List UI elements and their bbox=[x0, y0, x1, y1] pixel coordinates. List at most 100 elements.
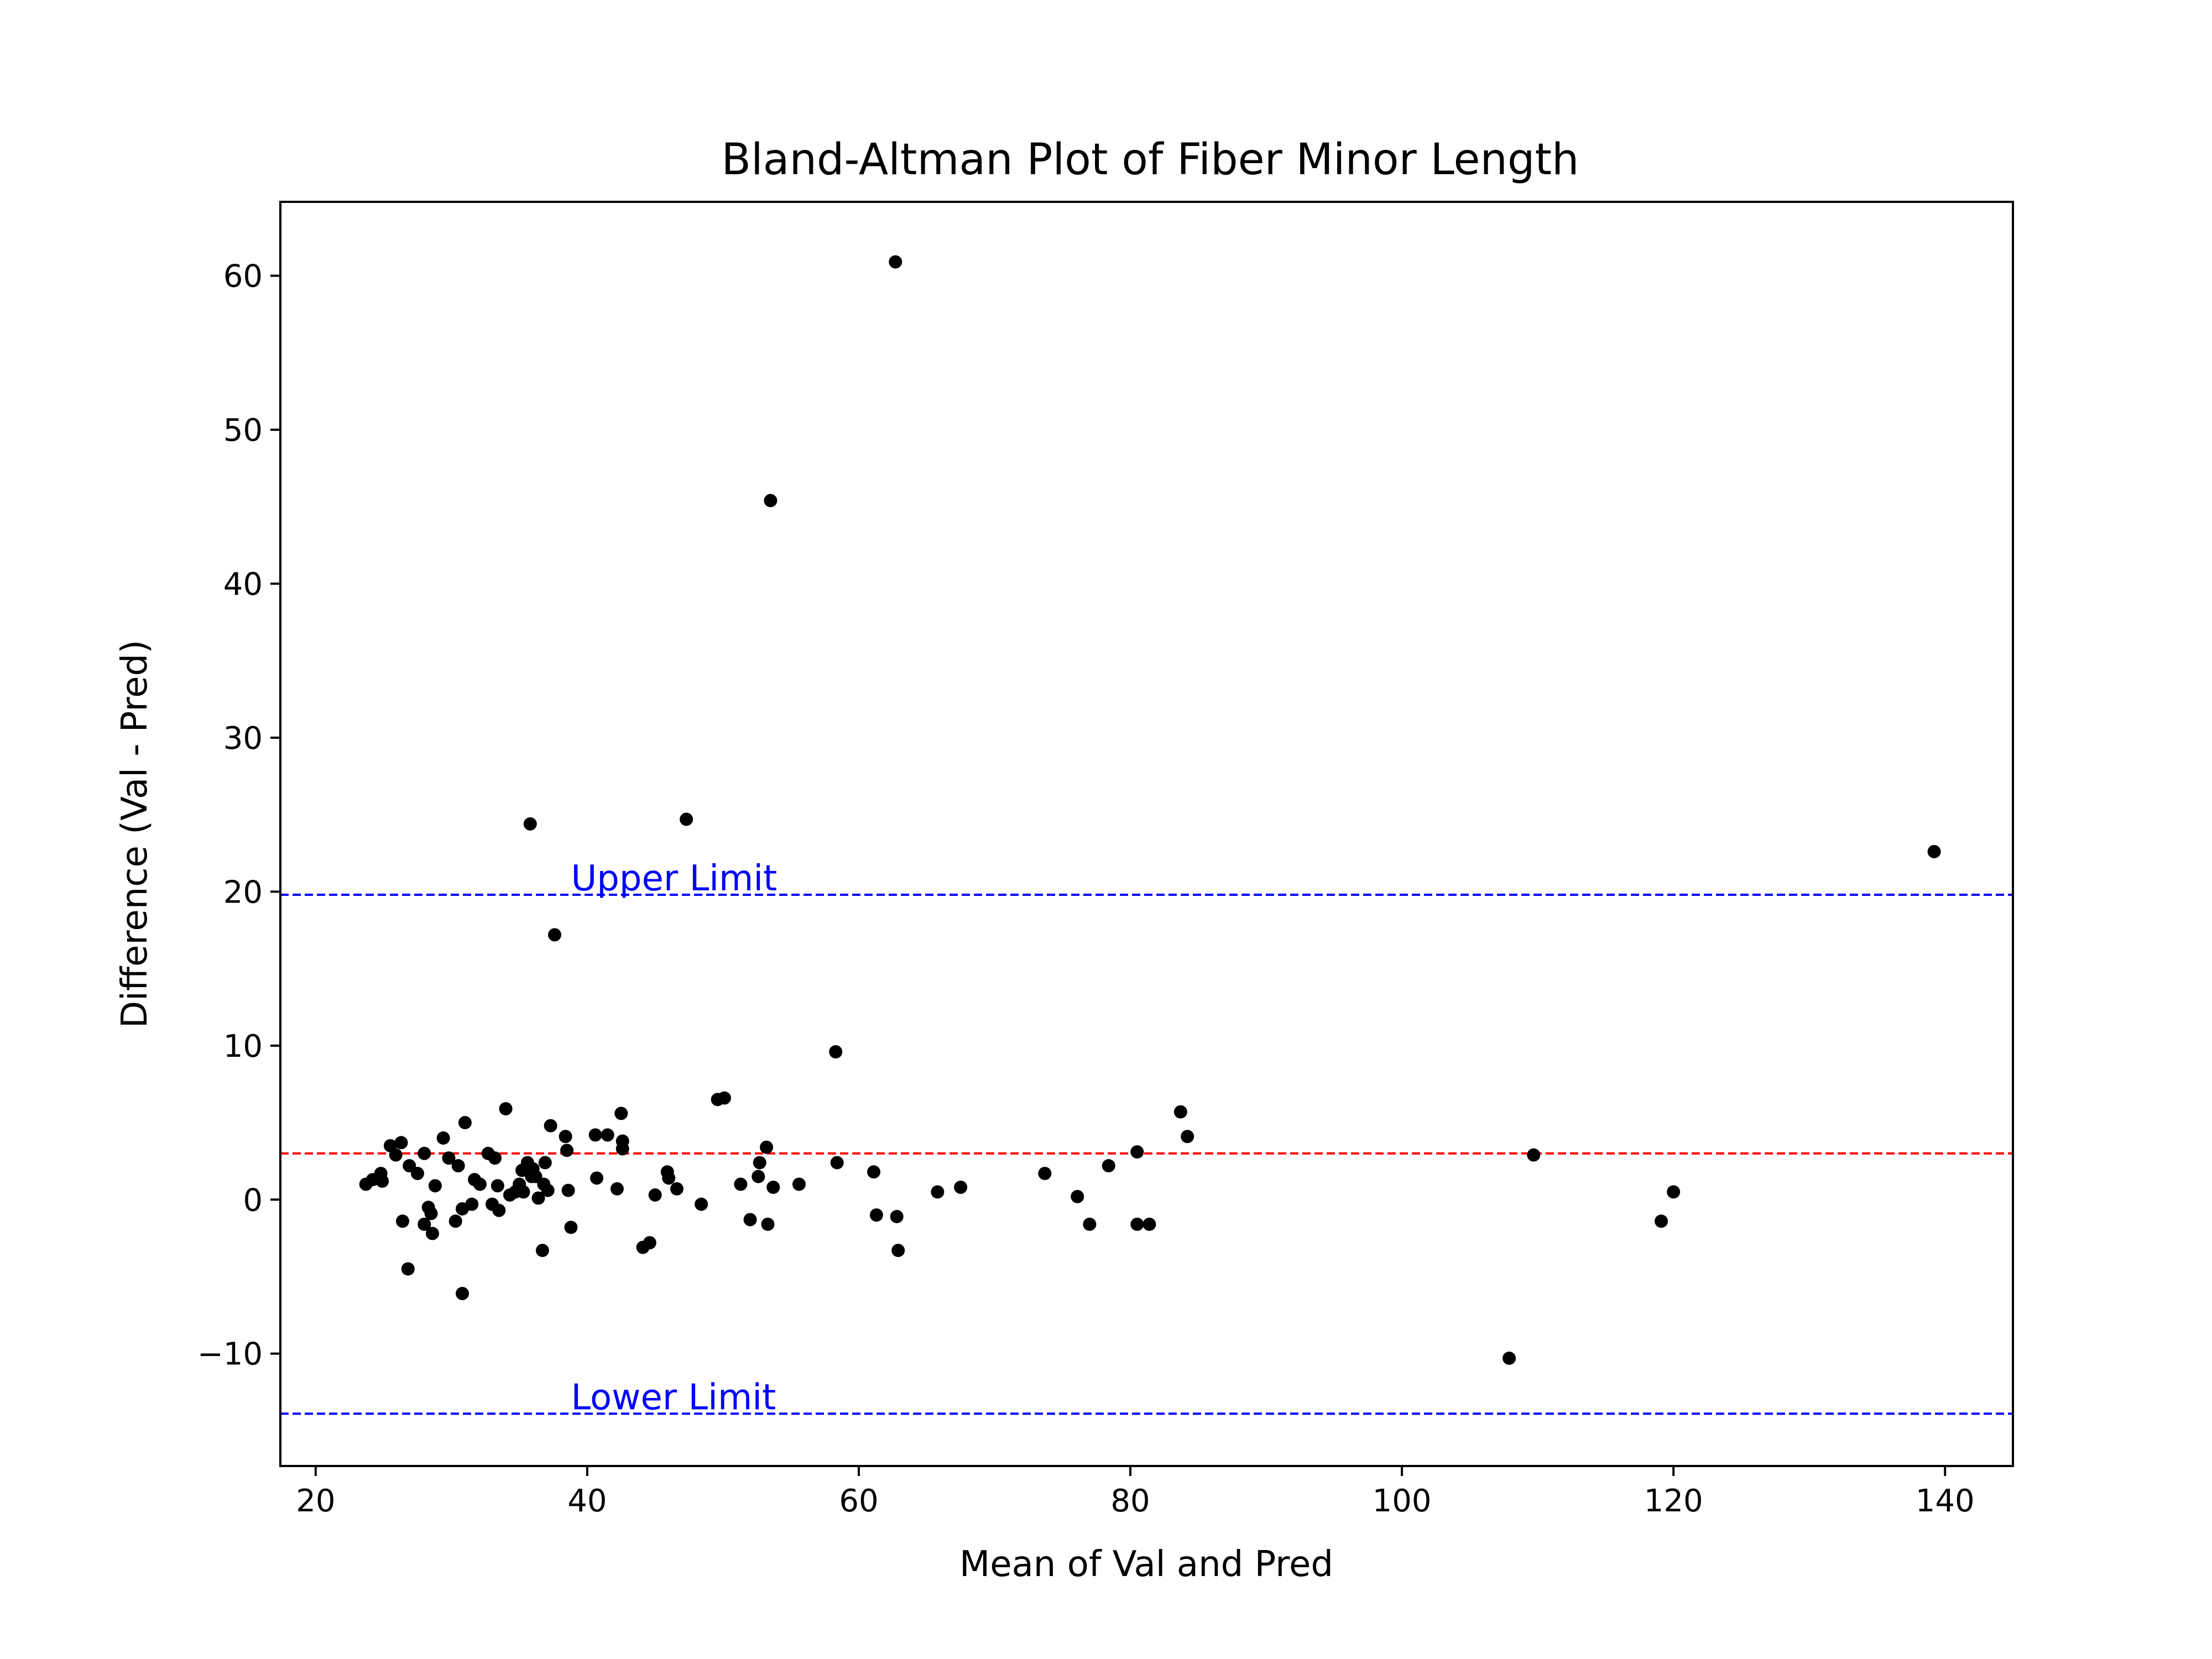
data-point bbox=[499, 1102, 513, 1116]
y-axis-ticks: −10 0 10 20 30 40 50 60 bbox=[197, 259, 280, 1373]
data-point bbox=[648, 1188, 662, 1202]
lower-limit-label: Lower Limit bbox=[571, 1377, 776, 1418]
data-point bbox=[867, 1165, 880, 1179]
y-tick-label: 60 bbox=[223, 259, 263, 295]
y-tick-label: 0 bbox=[243, 1182, 263, 1218]
data-point bbox=[401, 1262, 415, 1276]
data-point bbox=[761, 1217, 775, 1231]
data-point bbox=[588, 1128, 602, 1142]
data-point bbox=[389, 1148, 403, 1162]
data-point bbox=[643, 1236, 656, 1250]
data-point bbox=[535, 1244, 549, 1258]
data-point bbox=[491, 1179, 504, 1193]
y-tick-label: 20 bbox=[223, 874, 263, 910]
data-point bbox=[1667, 1185, 1681, 1199]
data-point bbox=[766, 1181, 780, 1194]
reference-lines bbox=[280, 893, 2013, 1415]
data-point bbox=[465, 1197, 479, 1211]
data-point bbox=[458, 1116, 472, 1130]
data-point bbox=[1173, 1105, 1187, 1119]
x-tick-label: 120 bbox=[1644, 1483, 1703, 1519]
data-point bbox=[544, 1119, 557, 1133]
y-tick-label: −10 bbox=[197, 1337, 263, 1373]
data-point bbox=[442, 1151, 456, 1165]
data-point bbox=[680, 812, 693, 826]
data-point bbox=[695, 1197, 708, 1211]
data-point bbox=[1927, 845, 1941, 859]
data-point bbox=[1181, 1130, 1194, 1144]
data-point bbox=[424, 1207, 438, 1220]
data-point bbox=[531, 1191, 545, 1205]
data-point bbox=[670, 1182, 684, 1196]
data-point bbox=[1038, 1166, 1052, 1180]
reference-line-labels: Upper Limit Lower Limit bbox=[571, 858, 777, 1418]
data-point bbox=[492, 1203, 506, 1217]
data-point bbox=[1102, 1159, 1115, 1173]
data-point bbox=[869, 1208, 883, 1222]
x-tick-label: 100 bbox=[1373, 1483, 1432, 1519]
data-point bbox=[891, 1244, 905, 1258]
data-point bbox=[1130, 1217, 1144, 1231]
data-point bbox=[954, 1181, 968, 1194]
y-tick-label: 10 bbox=[223, 1029, 263, 1065]
y-tick-label: 30 bbox=[223, 721, 263, 757]
data-point bbox=[1142, 1217, 1156, 1231]
data-point bbox=[541, 1183, 555, 1197]
plot-frame bbox=[279, 201, 2014, 1467]
x-tick-label: 80 bbox=[1110, 1483, 1150, 1519]
x-axis-label: Mean of Val and Pred bbox=[959, 1544, 1333, 1585]
data-point bbox=[752, 1170, 765, 1183]
data-point bbox=[614, 1107, 628, 1120]
data-point bbox=[428, 1179, 442, 1193]
data-point bbox=[410, 1166, 424, 1180]
data-point bbox=[889, 255, 902, 269]
data-point bbox=[1503, 1352, 1516, 1365]
chart-title: Bland-Altman Plot of Fiber Minor Length bbox=[721, 135, 1579, 185]
data-point bbox=[743, 1213, 757, 1227]
data-point bbox=[394, 1136, 408, 1150]
y-tick-label: 40 bbox=[223, 567, 263, 603]
data-point bbox=[734, 1177, 748, 1191]
data-point bbox=[1130, 1145, 1144, 1159]
data-point bbox=[760, 1140, 774, 1154]
data-point bbox=[1527, 1148, 1541, 1162]
x-tick-label: 20 bbox=[296, 1483, 335, 1519]
data-point bbox=[662, 1171, 676, 1185]
data-point bbox=[395, 1214, 409, 1228]
data-points bbox=[359, 255, 1941, 1365]
data-point bbox=[517, 1185, 530, 1199]
data-point bbox=[615, 1142, 629, 1156]
x-tick-label: 60 bbox=[839, 1483, 878, 1519]
data-point bbox=[1655, 1214, 1668, 1228]
data-point bbox=[473, 1177, 487, 1191]
data-point bbox=[590, 1171, 604, 1185]
x-tick-label: 40 bbox=[567, 1483, 607, 1519]
data-point bbox=[717, 1091, 731, 1105]
x-tick-label: 140 bbox=[1916, 1483, 1975, 1519]
y-axis-label: Difference (Val - Pred) bbox=[114, 640, 155, 1028]
data-point bbox=[890, 1209, 904, 1223]
data-point bbox=[418, 1217, 431, 1231]
data-point bbox=[564, 1220, 578, 1234]
data-point bbox=[451, 1159, 465, 1173]
data-point bbox=[931, 1185, 945, 1199]
x-axis-ticks: 20 40 60 80 100 120 140 bbox=[296, 1466, 1975, 1519]
data-point bbox=[561, 1183, 575, 1197]
data-point bbox=[547, 928, 561, 942]
data-point bbox=[1083, 1217, 1097, 1231]
data-point bbox=[559, 1130, 572, 1144]
data-point bbox=[610, 1182, 624, 1196]
data-point bbox=[764, 494, 778, 508]
upper-limit-label: Upper Limit bbox=[571, 858, 777, 899]
data-point bbox=[456, 1287, 469, 1301]
data-point bbox=[418, 1146, 431, 1160]
data-point bbox=[436, 1131, 450, 1145]
data-point bbox=[425, 1227, 439, 1240]
data-point bbox=[375, 1174, 389, 1188]
data-point bbox=[538, 1156, 552, 1170]
data-point bbox=[523, 817, 537, 831]
data-point bbox=[792, 1177, 806, 1191]
data-point bbox=[560, 1144, 574, 1157]
